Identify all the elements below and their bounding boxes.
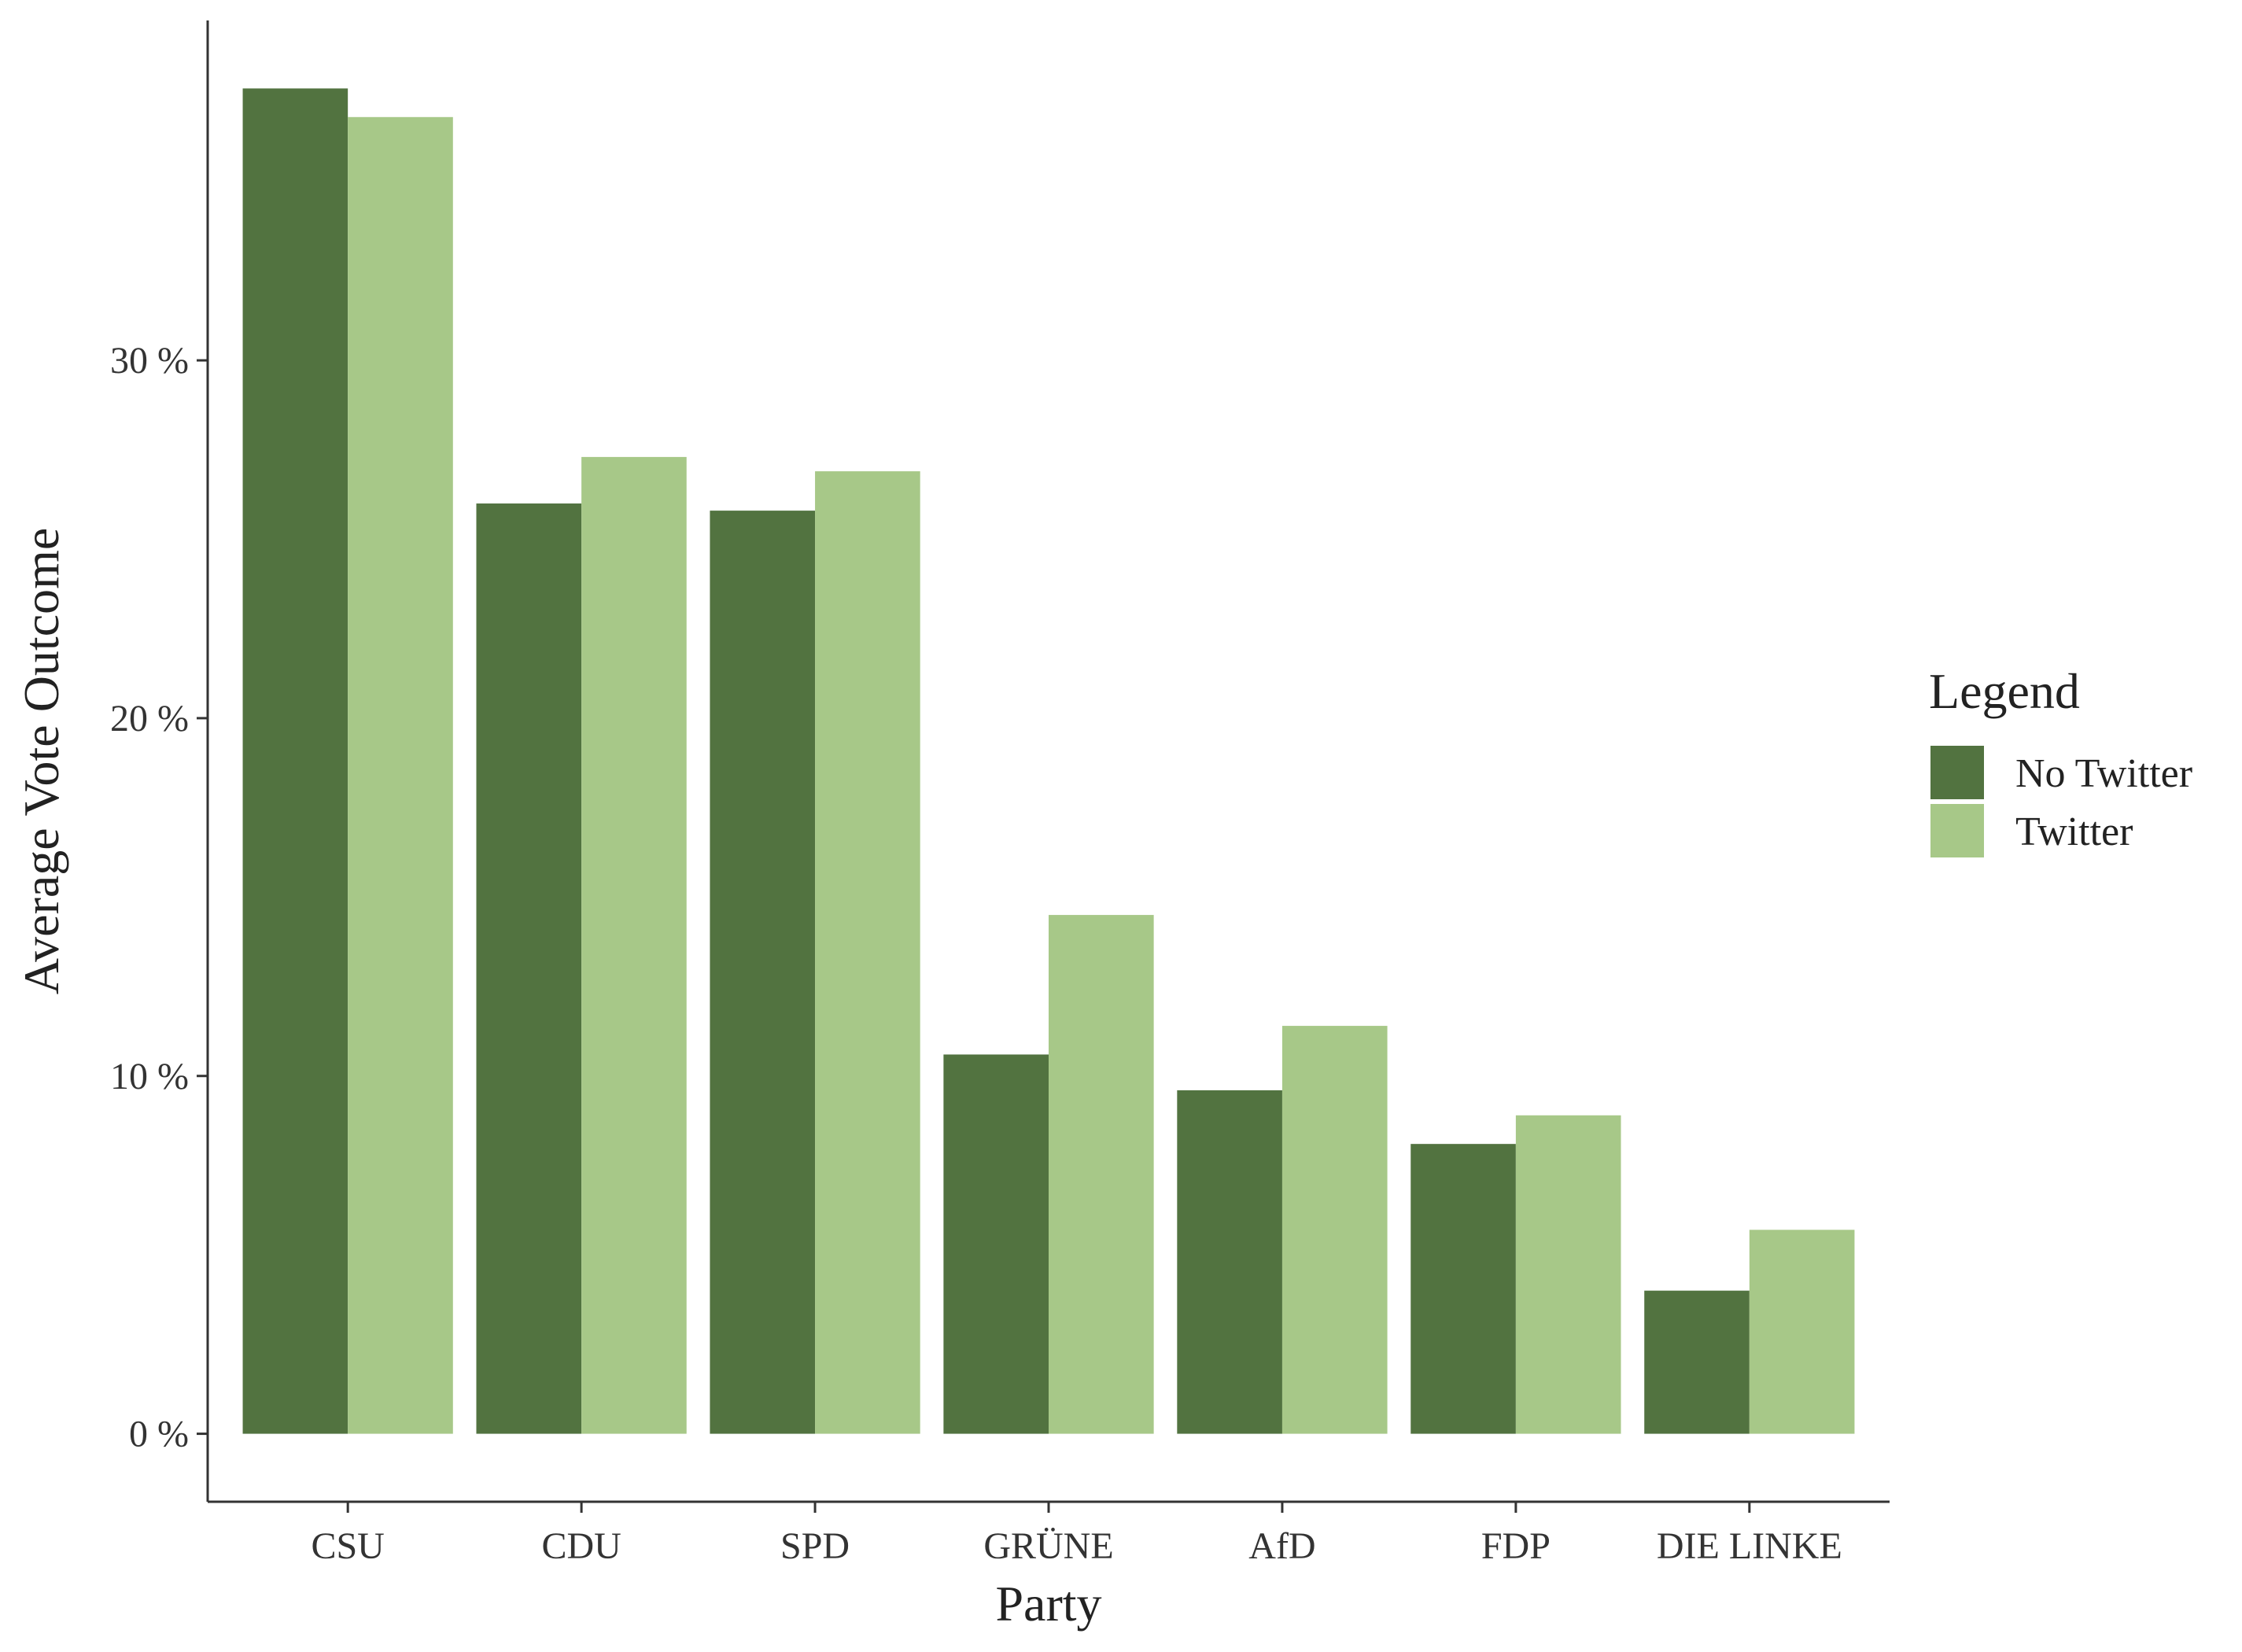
x-tick-label: FDP — [1481, 1525, 1551, 1567]
x-tick-label: AfD — [1248, 1525, 1315, 1567]
y-axis-title: Average Vote Outcome — [13, 528, 69, 995]
x-tick-label: CDU — [541, 1525, 621, 1567]
bar-fdp-twitter — [1515, 1115, 1621, 1434]
bar-die-linke-no-twitter — [1644, 1290, 1750, 1434]
legend-label: Twitter — [2015, 809, 2133, 854]
legend-key-twitter — [1930, 804, 1984, 857]
bar-gr-ne-no-twitter — [943, 1054, 1049, 1434]
legend-label: No Twitter — [2015, 751, 2192, 796]
legend-key-no-twitter — [1930, 746, 1984, 799]
bar-afd-no-twitter — [1177, 1090, 1282, 1434]
bar-cdu-twitter — [581, 456, 687, 1434]
y-tick-label: 20 % — [110, 698, 189, 739]
legend: Legend No Twitter Twitter — [1929, 663, 2192, 857]
y-ticks-group: 0 % 10 % 20 % 30 % — [110, 340, 208, 1455]
x-axis-title: Party — [995, 1576, 1101, 1632]
legend-title: Legend — [1929, 663, 2080, 719]
bar-spd-twitter — [815, 471, 920, 1434]
y-tick-label: 30 % — [110, 340, 189, 382]
y-tick-label: 10 % — [110, 1056, 189, 1097]
bar-csu-twitter — [348, 116, 453, 1434]
bar-csu-no-twitter — [242, 88, 348, 1434]
x-tick-label: DIE LINKE — [1657, 1525, 1842, 1567]
bar-cdu-no-twitter — [476, 503, 582, 1434]
x-tick-label: CSU — [311, 1525, 384, 1567]
x-tick-label: SPD — [780, 1525, 850, 1567]
y-tick-label: 0 % — [129, 1414, 189, 1455]
bar-fdp-no-twitter — [1410, 1144, 1516, 1434]
x-tick-label: GRÜNE — [983, 1525, 1113, 1567]
x-ticks-group: CSU CDU SPD GRÜNE AfD FDP DIE LINKE — [311, 1502, 1842, 1567]
bar-die-linke-twitter — [1749, 1230, 1855, 1434]
bars-group — [242, 88, 1855, 1434]
bar-gr-ne-twitter — [1049, 915, 1154, 1434]
bar-afd-twitter — [1281, 1026, 1388, 1434]
bar-spd-no-twitter — [710, 511, 816, 1434]
